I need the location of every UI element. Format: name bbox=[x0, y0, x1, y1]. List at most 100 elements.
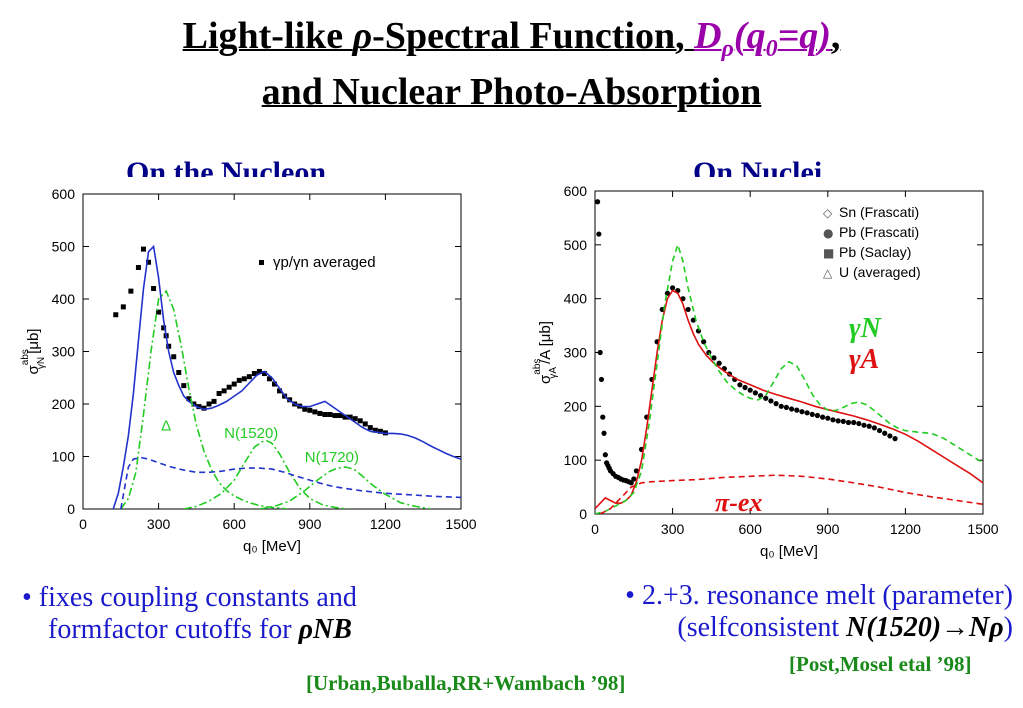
right-data-point bbox=[670, 285, 676, 291]
right-data-point bbox=[830, 417, 836, 423]
right-data-point bbox=[783, 404, 790, 411]
left-ylabel-main: σ bbox=[25, 364, 42, 374]
left-data-point bbox=[140, 246, 146, 252]
right-ylabel: σabs γA/A [μb] bbox=[532, 321, 559, 384]
right-ytick-label: 600 bbox=[564, 183, 588, 199]
right-bullet-line2-text: (selfconsistent bbox=[677, 612, 847, 643]
citation-right: [Post,Mosel etal ’98] bbox=[789, 652, 972, 676]
left-data-point bbox=[377, 428, 383, 434]
left-annotation: N(1520) bbox=[224, 425, 278, 442]
right-xtick-label: 1500 bbox=[967, 521, 998, 537]
left-data-point bbox=[312, 409, 318, 415]
title-D-sub: ρ bbox=[721, 36, 734, 62]
slide-title-line2: and Nuclear Photo-Absorption bbox=[0, 70, 1023, 114]
right-legend-marker: ◇ bbox=[823, 206, 833, 220]
right-xtick-label: 300 bbox=[661, 521, 685, 537]
right-data-point bbox=[820, 414, 826, 420]
title-text-b: -Spectral Function, bbox=[372, 15, 695, 57]
right-legend-label: Pb (Saclay) bbox=[839, 244, 911, 260]
left-data-point bbox=[181, 383, 187, 389]
left-data-point bbox=[261, 371, 267, 377]
title-comma: , bbox=[830, 15, 841, 57]
right-data-point bbox=[804, 410, 810, 416]
left-data-point bbox=[337, 413, 343, 419]
right-ytick-label: 400 bbox=[564, 291, 588, 307]
right-ylabel-sup: abs bbox=[532, 359, 543, 375]
left-legend-marker bbox=[259, 260, 264, 265]
left-xtick-label: 1200 bbox=[370, 516, 401, 532]
right-legend-marker: ● bbox=[823, 226, 833, 240]
right-data-point bbox=[840, 418, 846, 425]
left-bullet: • fixes coupling constants and formfacto… bbox=[22, 582, 357, 646]
left-xtick-label: 300 bbox=[147, 516, 171, 532]
left-series-line-3 bbox=[183, 439, 348, 509]
right-xtick-label: 0 bbox=[591, 521, 599, 537]
left-chart-svg: 0 300 600 900 1200 1500 0 100 200 300 400 500 600 q₀ … bbox=[20, 186, 477, 555]
left-data-point bbox=[347, 414, 353, 420]
right-bullet-line2-ital: N(1520)→Nρ bbox=[846, 612, 1004, 643]
left-data-point bbox=[342, 414, 348, 420]
left-data-point bbox=[352, 416, 358, 422]
right-data-point bbox=[856, 420, 862, 427]
right-chart-svg: 0 300 600 900 1200 1500 0 100 200 300 400 500 600 q₀ … bbox=[532, 183, 999, 560]
right-data-point bbox=[809, 411, 815, 418]
left-data-point bbox=[241, 376, 247, 382]
left-series-line-2 bbox=[120, 289, 288, 509]
right-data-point bbox=[701, 339, 707, 345]
right-data-point bbox=[594, 199, 601, 205]
right-data-point bbox=[597, 349, 603, 356]
left-data-point bbox=[161, 325, 167, 331]
right-data-point bbox=[892, 436, 898, 442]
right-data-point bbox=[871, 425, 877, 431]
title-line2-text: and Nuclear Photo-Absorption bbox=[261, 71, 762, 113]
right-ytick-label: 200 bbox=[564, 398, 588, 414]
right-data-point bbox=[631, 476, 637, 482]
right-ytick-label: 100 bbox=[564, 452, 588, 468]
left-data-point bbox=[357, 418, 363, 424]
left-data-point bbox=[156, 309, 162, 315]
title-arg-open: (q bbox=[733, 15, 766, 57]
right-data-point bbox=[598, 376, 605, 383]
right-data-point bbox=[685, 306, 691, 313]
right-ylabel-sub: γA bbox=[548, 367, 559, 379]
left-ylabel-sup: abs bbox=[20, 349, 31, 365]
left-data-point bbox=[307, 407, 313, 413]
left-annotation: Δ bbox=[161, 417, 171, 434]
left-data-point bbox=[246, 374, 252, 380]
right-data-point bbox=[835, 418, 841, 424]
right-legend-label: Pb (Frascati) bbox=[839, 224, 919, 240]
left-data-point bbox=[186, 396, 192, 402]
right-data-point bbox=[737, 382, 743, 388]
left-bullet-line2: formfactor cutoffs for ρNB bbox=[22, 614, 357, 646]
right-legend-marker: ■ bbox=[823, 246, 834, 260]
right-data-point bbox=[799, 409, 805, 415]
citation-bottom: [Urban,Buballa,RR+Wambach ’98] bbox=[306, 671, 626, 695]
right-data-point bbox=[778, 403, 784, 409]
right-data-point bbox=[757, 392, 764, 399]
right-data-point bbox=[794, 407, 800, 413]
left-chart: 0 300 600 900 1200 1500 0 100 200 300 400 500 600 q₀ … bbox=[5, 177, 488, 565]
right-data-point bbox=[600, 414, 606, 420]
left-ylabel-text: σabs γN [μb] bbox=[20, 329, 47, 375]
right-series-line-1 bbox=[595, 289, 983, 510]
right-legend-marker: △ bbox=[823, 266, 833, 280]
right-series-line-3 bbox=[599, 474, 983, 514]
left-data-point bbox=[272, 381, 278, 387]
left-data-point bbox=[277, 388, 283, 394]
left-ylabel-sub: γN bbox=[36, 357, 47, 369]
left-legend-label: γp/γn averaged bbox=[273, 254, 376, 271]
right-ylabel-text: σabs γA/A [μb] bbox=[532, 321, 559, 384]
right-data-point bbox=[633, 468, 639, 474]
left-ytick-label: 200 bbox=[52, 396, 76, 412]
slide-title-line1: Light-like ρ-Spectral Function, Dρ(q0=q)… bbox=[0, 14, 1023, 71]
left-annotation: N(1720) bbox=[305, 449, 359, 466]
right-data-point bbox=[861, 422, 867, 428]
right-data-point bbox=[814, 412, 821, 419]
right-data-point bbox=[825, 415, 831, 421]
left-data-point bbox=[171, 354, 177, 360]
left-data-point bbox=[216, 391, 222, 396]
left-data-point bbox=[128, 288, 134, 294]
left-data-point bbox=[146, 259, 152, 265]
left-ylabel: σabs γN [μb] bbox=[20, 329, 47, 375]
left-data-point bbox=[201, 405, 207, 411]
